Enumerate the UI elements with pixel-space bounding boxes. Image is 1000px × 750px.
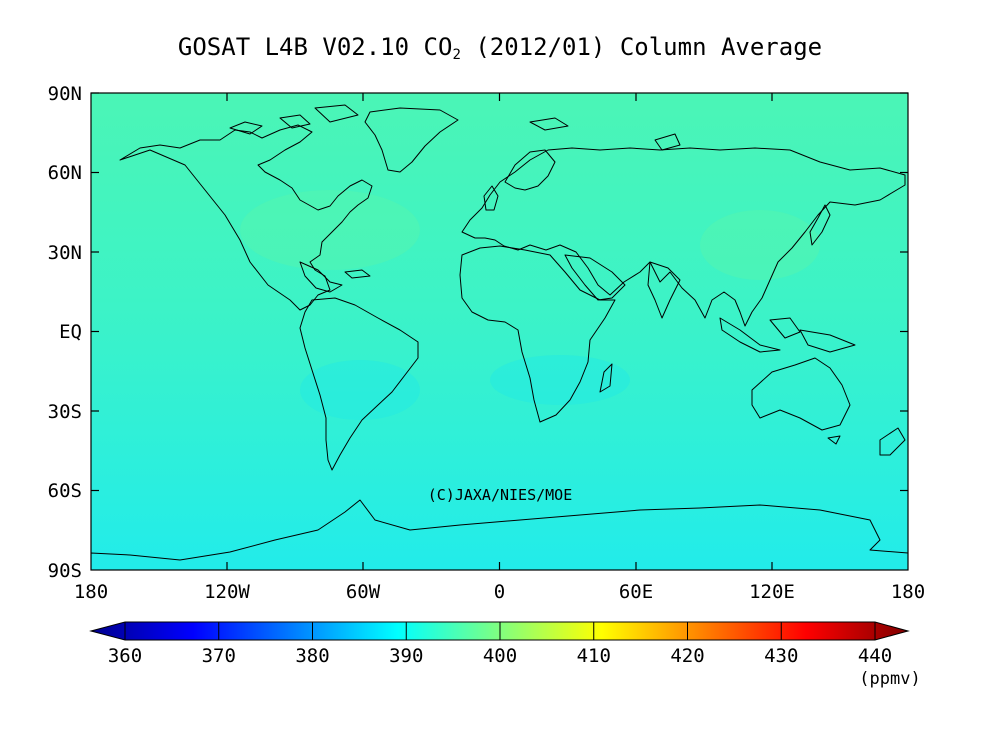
lon-label: 60W: [346, 581, 381, 603]
colorbar-label: 430: [764, 645, 798, 667]
colorbar-label: 370: [202, 645, 236, 667]
colorbar-label: 380: [295, 645, 329, 667]
lat-label: 60N: [48, 162, 82, 184]
lat-label: 60S: [48, 480, 82, 502]
lon-label: 180: [74, 581, 108, 603]
lat-ticks: [91, 92, 908, 492]
lon-label: 120E: [749, 581, 795, 603]
colorbar-ticks: [124, 622, 876, 640]
lon-label: 120W: [204, 581, 250, 603]
copyright-text: (C)JAXA/NIES/MOE: [428, 486, 573, 504]
lat-label: 30S: [48, 401, 82, 423]
colorbar-label: 440: [858, 645, 892, 667]
colorbar-label: 400: [483, 645, 517, 667]
lon-label: 60E: [619, 581, 653, 603]
colorbar-label: 360: [108, 645, 142, 667]
coastlines: [91, 104, 908, 570]
lon-label: 0: [494, 581, 505, 603]
lon-ticks: [226, 93, 773, 570]
field-variations: [240, 190, 820, 420]
colorbar-label: 390: [389, 645, 423, 667]
colorbar-unit: (ppmv): [859, 669, 920, 689]
lat-label: 30N: [48, 242, 82, 264]
lat-label: 90S: [48, 560, 82, 582]
map-title: GOSAT L4B V02.10 CO2 (2012/01) Column Av…: [178, 33, 822, 63]
colorbar-label: 420: [670, 645, 704, 667]
colorbar-label: 410: [577, 645, 611, 667]
lat-label: 90N: [48, 83, 82, 105]
lat-label: EQ: [59, 321, 82, 343]
lon-label: 180: [891, 581, 925, 603]
co2-field: [91, 93, 908, 570]
